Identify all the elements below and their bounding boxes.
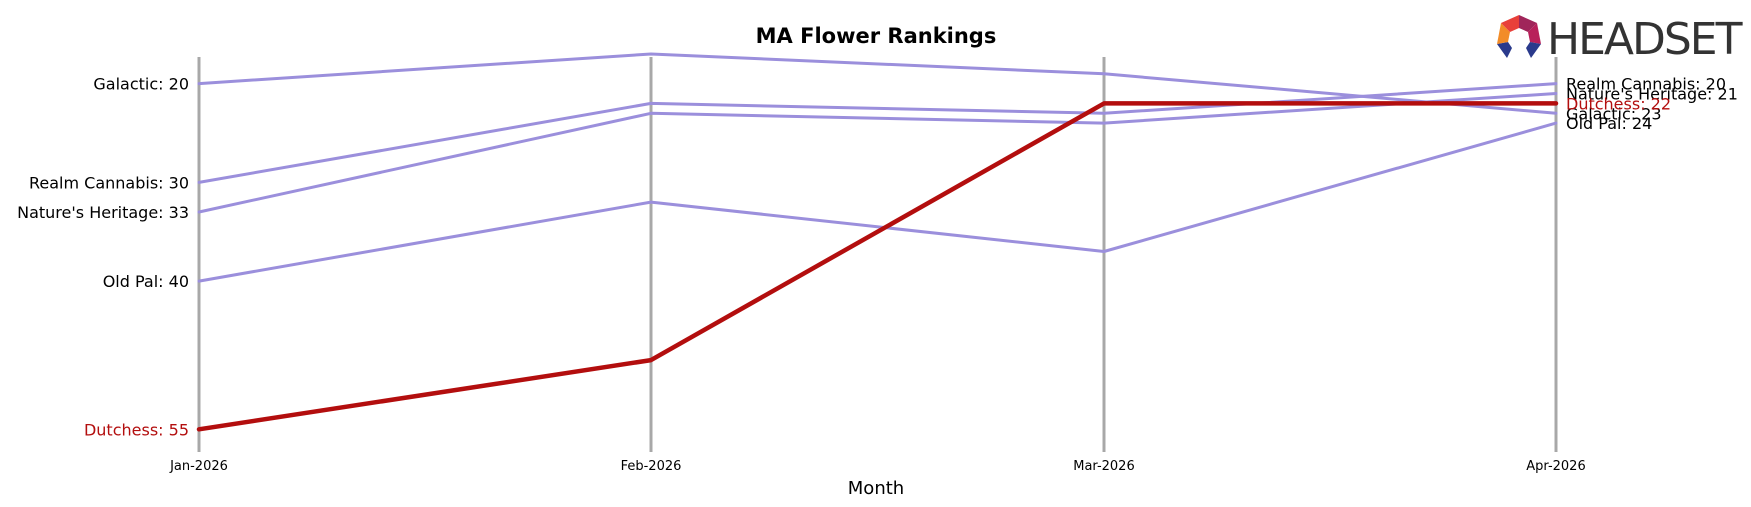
series-line	[197, 92, 1558, 214]
series-start-label: Dutchess: 55	[84, 420, 189, 439]
x-tick-label: Jan-2026	[169, 459, 228, 474]
series-end-label: Realm Cannabis: 20	[1566, 75, 1726, 94]
series-end-label: Galactic: 23	[1566, 104, 1662, 123]
series-start-label: Old Pal: 40	[103, 272, 189, 291]
x-axis-label: Month	[848, 478, 904, 499]
x-tick-label: Feb-2026	[621, 459, 682, 474]
series-end-label: Dutchess: 22	[1566, 94, 1671, 113]
headset-logo: HEADSET	[1497, 14, 1745, 65]
logo-segment	[1501, 15, 1519, 32]
headset-logo-icon	[1497, 15, 1541, 58]
series-start-label: Realm Cannabis: 30	[29, 173, 189, 192]
series-start-label: Galactic: 20	[93, 75, 189, 94]
x-tick-label: Mar-2026	[1073, 459, 1134, 474]
series-start-label: Nature's Heritage: 33	[17, 203, 189, 222]
series-lines	[196, 52, 1559, 432]
chart-title: MA Flower Rankings	[756, 24, 997, 48]
month-axes	[197, 57, 1558, 452]
brand-name: HEADSET	[1547, 14, 1743, 65]
logo-segment	[1497, 42, 1512, 58]
logo-segment	[1519, 15, 1537, 32]
start-labels: Galactic: 20 Realm Cannabis: 30 Nature's H…	[17, 75, 189, 440]
series-line	[197, 82, 1558, 184]
series-end-label: Nature's Heritage: 21	[1566, 85, 1738, 104]
series-line	[197, 52, 1558, 115]
x-tick-labels: Jan-2026 Feb-2026 Mar-2026 Apr-2026	[169, 459, 1586, 474]
x-tick-label: Apr-2026	[1526, 459, 1585, 474]
series-line	[196, 101, 1559, 432]
logo-segment	[1528, 23, 1541, 44]
logo-segment	[1526, 42, 1541, 58]
logo-segment	[1497, 23, 1510, 44]
series-line	[197, 121, 1558, 283]
series-end-label: Old Pal: 24	[1566, 114, 1652, 133]
